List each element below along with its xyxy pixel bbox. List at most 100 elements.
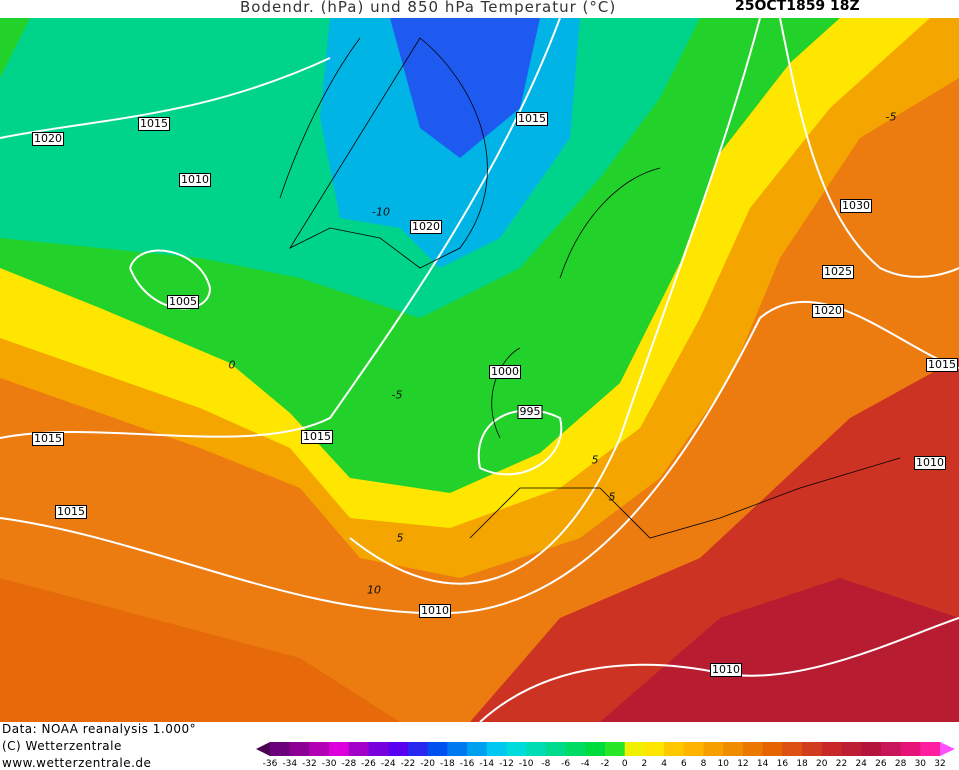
website: www.wetterzentrale.de bbox=[2, 756, 152, 770]
isobar bbox=[0, 57, 331, 139]
temperature-label: -5 bbox=[885, 110, 897, 124]
colorbar-label: -30 bbox=[322, 759, 337, 769]
isobar-label: 1010 bbox=[710, 663, 742, 677]
coastline bbox=[279, 37, 488, 269]
colorbar-swatch bbox=[585, 742, 606, 756]
isobar-label: 1015 bbox=[55, 505, 87, 519]
colorbar-label: -32 bbox=[302, 759, 317, 769]
colorbar-swatch bbox=[861, 742, 882, 756]
isobar-label: 1015 bbox=[301, 430, 333, 444]
colorbar-label: -12 bbox=[499, 759, 514, 769]
colorbar-label: 28 bbox=[895, 759, 907, 769]
isobar bbox=[779, 18, 959, 278]
colorbar-label: 30 bbox=[915, 759, 927, 769]
colorbar-swatch bbox=[447, 742, 468, 756]
isobar bbox=[349, 18, 761, 585]
colorbar-swatch bbox=[289, 742, 310, 756]
colorbar-arrow bbox=[256, 742, 270, 756]
colorbar-label: 18 bbox=[796, 759, 808, 769]
colorbar-label: 4 bbox=[661, 759, 667, 769]
colorbar-swatch bbox=[683, 742, 705, 756]
isobar bbox=[129, 249, 212, 310]
colorbar-label: -18 bbox=[440, 759, 455, 769]
data-source: Data: NOAA reanalysis 1.000° bbox=[2, 722, 197, 736]
map-date: 25OCT1859 18Z bbox=[735, 0, 860, 14]
colorbar-swatch bbox=[900, 742, 921, 756]
temperature-label: 10 bbox=[367, 583, 381, 597]
cold-field bbox=[390, 18, 540, 158]
colorbar-arrow bbox=[940, 742, 955, 756]
colorbar-label: -14 bbox=[479, 759, 494, 769]
colorbar-label: 20 bbox=[816, 759, 828, 769]
colorbar-label: -28 bbox=[341, 759, 356, 769]
colorbar-label: 26 bbox=[875, 759, 887, 769]
colorbar-swatch bbox=[605, 742, 626, 756]
temperature-label: 5 bbox=[591, 453, 599, 467]
map bbox=[0, 18, 959, 722]
warm-field bbox=[0, 578, 400, 722]
isobar-label: 1015 bbox=[138, 117, 170, 131]
colorbar-swatch bbox=[703, 742, 724, 756]
colorbar-swatch bbox=[427, 742, 448, 756]
colorbar-swatch bbox=[742, 742, 764, 756]
temperature-label: -5 bbox=[391, 388, 403, 402]
temperature-label: 5 bbox=[608, 490, 616, 504]
colorbar: -36 -34 -32 -30 -28 -26 -24 -22 -20 -18 -16 -14 -12-… bbox=[256, 742, 955, 769]
colorbar-swatch bbox=[467, 742, 488, 756]
colorbar-label: -24 bbox=[381, 759, 396, 769]
isobar-label: 1015 bbox=[516, 112, 548, 126]
isobar-label: 1010 bbox=[419, 604, 451, 618]
colorbar-label: 22 bbox=[836, 759, 847, 769]
coastlines bbox=[279, 37, 901, 539]
colorbar-label: -4 bbox=[581, 759, 590, 769]
isobar-label: 1020 bbox=[812, 304, 844, 318]
colorbar-swatch bbox=[565, 742, 586, 756]
hot-field bbox=[600, 578, 959, 722]
colorbar-swatch bbox=[880, 742, 902, 756]
temperature-label: 0 bbox=[228, 358, 236, 372]
copyright: (C) Wetterzentrale bbox=[2, 739, 122, 753]
colorbar-label: 0 bbox=[622, 759, 628, 769]
colorbar-swatch bbox=[782, 742, 803, 756]
colorbar-swatch bbox=[920, 742, 941, 756]
isobar-label: 1010 bbox=[179, 173, 211, 187]
colorbar-swatch bbox=[486, 742, 507, 756]
isobar-label: 1030 bbox=[840, 199, 872, 213]
colorbar-swatch bbox=[841, 742, 862, 756]
coastline bbox=[469, 167, 901, 539]
colorbar-swatch bbox=[723, 742, 744, 756]
map-title: Bodendr. (hPa) und 850 hPa Temperatur (°… bbox=[240, 0, 617, 16]
isobar-label: 1000 bbox=[489, 365, 521, 379]
colorbar-swatch bbox=[526, 742, 547, 756]
isobar-label: 1025 bbox=[822, 265, 854, 279]
colorbar-label: -34 bbox=[282, 759, 297, 769]
colorbar-label: -36 bbox=[263, 759, 278, 769]
colorbar-label: 10 bbox=[718, 759, 730, 769]
colorbar-swatch bbox=[368, 742, 389, 756]
colorbar-label: 32 bbox=[934, 759, 945, 769]
colorbar-label: 14 bbox=[757, 759, 769, 769]
colorbar-swatch bbox=[664, 742, 685, 756]
colorbar-swatch bbox=[388, 742, 409, 756]
isobar bbox=[477, 409, 563, 476]
isobar-label: 995 bbox=[517, 405, 543, 419]
isobar bbox=[0, 18, 561, 439]
colorbar-swatch bbox=[644, 742, 665, 756]
colorbar-swatch bbox=[821, 742, 842, 756]
isobar-label: 1020 bbox=[410, 220, 442, 234]
isobar-label: 1020 bbox=[32, 132, 64, 146]
colorbar-swatch bbox=[329, 742, 350, 756]
isobar-label: 1015 bbox=[32, 432, 64, 446]
colorbar-swatch bbox=[506, 742, 527, 756]
colorbar-label: -20 bbox=[420, 759, 435, 769]
colorbar-label: 2 bbox=[642, 759, 648, 769]
colorbar-label: 24 bbox=[855, 759, 867, 769]
colorbar-swatch bbox=[348, 742, 370, 756]
colorbar-swatch bbox=[309, 742, 330, 756]
colorbar-swatch bbox=[762, 742, 783, 756]
colorbar-swatch bbox=[624, 742, 645, 756]
colorbar-label: -26 bbox=[361, 759, 376, 769]
colorbar-swatch bbox=[407, 742, 429, 756]
colorbar-label: -16 bbox=[460, 759, 475, 769]
